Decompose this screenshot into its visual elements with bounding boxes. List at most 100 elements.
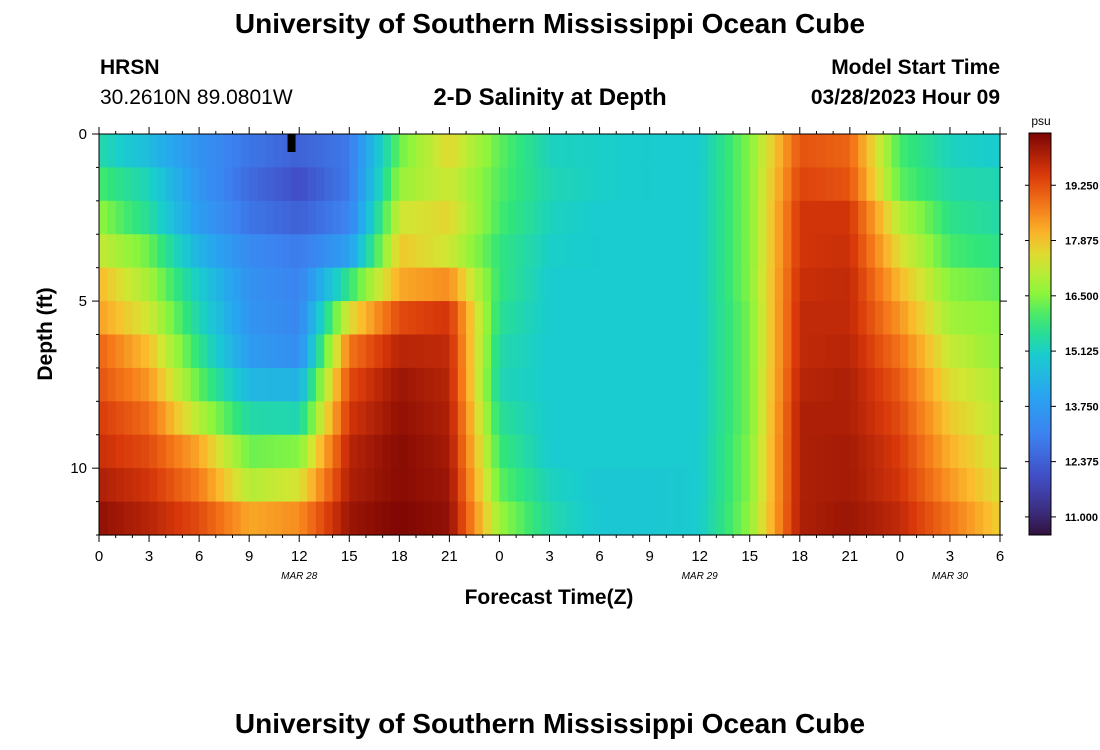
heatmap-cell	[666, 234, 676, 269]
heatmap-cell	[891, 434, 901, 469]
heatmap-cell	[874, 301, 884, 336]
heatmap-cell	[649, 434, 659, 469]
heatmap-cell	[657, 468, 667, 503]
heatmap-cell	[866, 367, 876, 402]
heatmap-cell	[883, 301, 893, 336]
heatmap-cell	[874, 468, 884, 503]
heatmap-cell	[432, 267, 442, 302]
heatmap-cell	[416, 434, 425, 469]
heatmap-cell	[182, 401, 192, 436]
heatmap-cell	[174, 468, 184, 503]
heatmap-cell	[866, 234, 876, 269]
heatmap-cell	[407, 334, 417, 369]
heatmap-cell	[724, 401, 734, 436]
heatmap-cell	[916, 134, 926, 169]
heatmap-cell	[941, 267, 951, 302]
heatmap-cell	[574, 334, 584, 369]
heatmap-cell	[849, 301, 859, 336]
heatmap-cell	[616, 267, 626, 302]
heatmap-cell	[399, 267, 409, 302]
heatmap-cell	[691, 468, 701, 503]
heatmap-cell	[682, 468, 692, 503]
heatmap-cell	[841, 301, 851, 336]
heatmap-cell	[132, 501, 142, 536]
heatmap-cell	[407, 301, 417, 336]
heatmap-cell	[708, 501, 717, 536]
heatmap-cell	[140, 501, 150, 536]
heatmap-cell	[716, 334, 726, 369]
y-tick-label: 0	[79, 126, 87, 143]
heatmap-cell	[758, 134, 768, 169]
heatmap-cell	[399, 234, 409, 269]
x-tick-label: 9	[245, 548, 253, 565]
heatmap-cell	[724, 200, 734, 235]
heatmap-cell	[390, 367, 400, 402]
heatmap-cell	[182, 434, 192, 469]
heatmap-cell	[849, 468, 859, 503]
heatmap-cell	[149, 134, 158, 169]
heatmap-cell	[933, 301, 943, 336]
heatmap-cell	[741, 367, 751, 402]
heatmap-cell	[315, 367, 325, 402]
heatmap-cell	[524, 134, 534, 169]
heatmap-cell	[165, 301, 175, 336]
heatmap-cell	[591, 134, 601, 169]
heatmap-cell	[841, 434, 851, 469]
heatmap-cell	[491, 134, 501, 169]
heatmap-cell	[157, 468, 167, 503]
heatmap-cell	[933, 334, 943, 369]
heatmap-cell	[708, 267, 717, 302]
heatmap-cell	[174, 401, 184, 436]
heatmap-cell	[549, 501, 559, 536]
heatmap-cell	[833, 134, 843, 169]
heatmap-cell	[983, 234, 993, 269]
heatmap-cell	[290, 167, 300, 202]
heatmap-cell	[299, 234, 309, 269]
heatmap-cell	[99, 301, 108, 336]
heatmap-cell	[749, 367, 759, 402]
heatmap-cell	[290, 367, 300, 402]
heatmap-cell	[991, 434, 1001, 469]
heatmap-cell	[566, 267, 576, 302]
heatmap-cell	[582, 401, 592, 436]
heatmap-cell	[466, 367, 476, 402]
heatmap-cell	[416, 200, 425, 235]
heatmap-cell	[799, 167, 809, 202]
heatmap-cell	[774, 434, 784, 469]
heatmap-cell	[365, 468, 375, 503]
heatmap-cell	[966, 334, 976, 369]
heatmap-cell	[891, 468, 901, 503]
heatmap-cell	[257, 367, 267, 402]
heatmap-cell	[591, 200, 601, 235]
heatmap-cell	[290, 434, 300, 469]
heatmap-cell	[99, 167, 108, 202]
heatmap-cell	[666, 167, 676, 202]
heatmap-cell	[215, 234, 225, 269]
heatmap-cell	[524, 501, 534, 536]
heatmap-cell	[916, 401, 926, 436]
heatmap-cell	[791, 468, 801, 503]
heatmap-cell	[783, 134, 793, 169]
heatmap-cell	[349, 434, 359, 469]
heatmap-cell	[883, 134, 893, 169]
heatmap-cell	[741, 200, 751, 235]
heatmap-cell	[215, 501, 225, 536]
heatmap-cell	[507, 267, 517, 302]
heatmap-cell	[674, 301, 684, 336]
heatmap-cell	[482, 334, 492, 369]
heatmap-cell	[249, 501, 259, 536]
heatmap-cell	[315, 434, 325, 469]
heatmap-cell	[399, 134, 409, 169]
heatmap-cell	[749, 434, 759, 469]
heatmap-cell	[466, 468, 476, 503]
heatmap-cell	[691, 301, 701, 336]
heatmap-cell	[582, 468, 592, 503]
heatmap-cell	[257, 434, 267, 469]
heatmap-cell	[974, 334, 984, 369]
heatmap-cell	[766, 334, 776, 369]
heatmap-cell	[716, 367, 726, 402]
heatmap-cell	[407, 134, 417, 169]
heatmap-cell	[783, 200, 793, 235]
heatmap-cell	[257, 134, 267, 169]
heatmap-cell	[657, 234, 667, 269]
